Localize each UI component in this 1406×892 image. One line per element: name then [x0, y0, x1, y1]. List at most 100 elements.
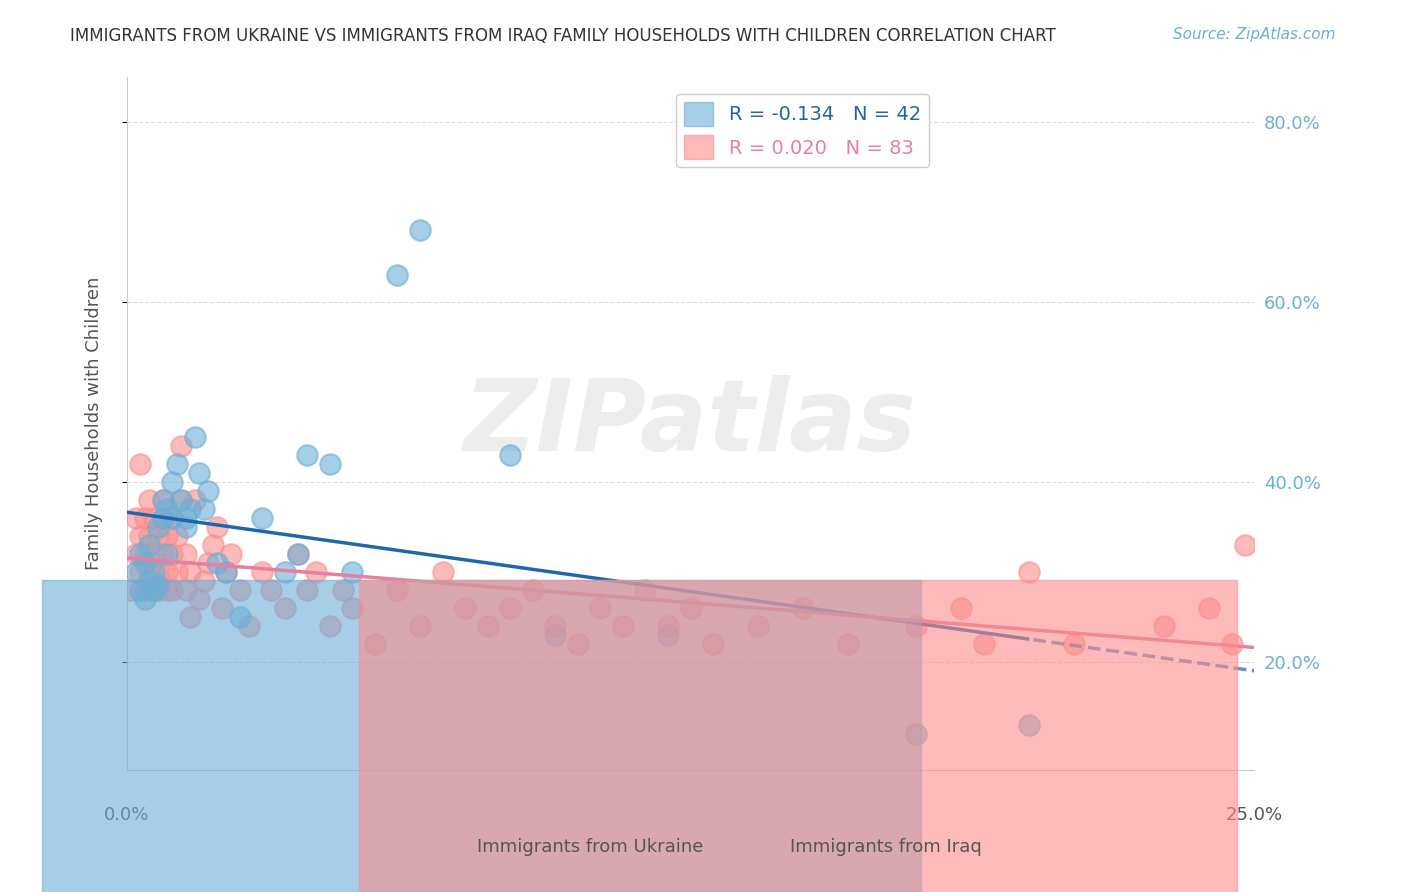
Point: [747, 619, 769, 633]
Point: [409, 223, 432, 237]
Point: [179, 610, 201, 624]
Point: [589, 601, 612, 615]
Point: [160, 582, 183, 597]
Point: [156, 565, 179, 579]
Point: [129, 582, 152, 597]
Point: [228, 582, 250, 597]
Point: [129, 529, 152, 543]
Point: [250, 565, 273, 579]
Point: [134, 582, 156, 597]
Point: [219, 547, 242, 561]
Point: [499, 448, 522, 462]
Point: [409, 619, 432, 633]
Point: [174, 520, 197, 534]
Point: [205, 520, 228, 534]
Point: [129, 547, 152, 561]
Point: [250, 511, 273, 525]
Point: [193, 502, 215, 516]
Point: [612, 619, 634, 633]
Point: [657, 628, 679, 642]
Point: [152, 511, 174, 525]
Point: [148, 565, 170, 579]
Text: 25.0%: 25.0%: [1226, 805, 1282, 824]
Point: [152, 493, 174, 508]
Point: [138, 538, 160, 552]
Point: [170, 493, 193, 508]
Point: [179, 565, 201, 579]
Point: [837, 637, 859, 651]
Point: [1198, 601, 1220, 615]
Point: [134, 511, 156, 525]
Point: [364, 637, 387, 651]
Point: [477, 619, 499, 633]
Point: [238, 619, 260, 633]
Point: [679, 601, 702, 615]
Point: [152, 511, 174, 525]
Point: [287, 547, 309, 561]
Point: [544, 628, 567, 642]
Point: [160, 511, 183, 525]
Point: [179, 502, 201, 516]
Point: [156, 529, 179, 543]
Point: [143, 582, 166, 597]
Point: [156, 547, 179, 561]
Point: [319, 619, 342, 633]
Point: [387, 582, 409, 597]
Point: [134, 547, 156, 561]
Point: [1018, 565, 1040, 579]
Point: [432, 565, 454, 579]
Point: [228, 610, 250, 624]
Point: [188, 466, 211, 480]
Point: [205, 556, 228, 570]
Point: [148, 582, 170, 597]
Point: [134, 556, 156, 570]
Point: [152, 493, 174, 508]
Point: [1063, 637, 1085, 651]
Point: [125, 547, 148, 561]
Point: [174, 582, 197, 597]
Point: [792, 601, 814, 615]
Point: [156, 582, 179, 597]
Point: [342, 565, 364, 579]
Text: Source: ZipAtlas.com: Source: ZipAtlas.com: [1173, 27, 1336, 42]
Point: [160, 511, 183, 525]
Point: [454, 601, 477, 615]
Y-axis label: Family Households with Children: Family Households with Children: [86, 277, 103, 570]
Point: [148, 578, 170, 592]
Point: [160, 475, 183, 489]
Point: [138, 574, 160, 588]
Point: [138, 529, 160, 543]
Point: [215, 565, 238, 579]
Point: [148, 529, 170, 543]
Point: [143, 565, 166, 579]
Text: IMMIGRANTS FROM UKRAINE VS IMMIGRANTS FROM IRAQ FAMILY HOUSEHOLDS WITH CHILDREN : IMMIGRANTS FROM UKRAINE VS IMMIGRANTS FR…: [70, 27, 1056, 45]
Point: [544, 619, 567, 633]
Point: [274, 601, 297, 615]
Point: [342, 601, 364, 615]
Point: [160, 547, 183, 561]
Point: [166, 457, 188, 471]
Point: [143, 582, 166, 597]
Text: ZIPatlas: ZIPatlas: [464, 376, 917, 472]
Text: Immigrants from Iraq: Immigrants from Iraq: [790, 838, 981, 856]
Point: [567, 637, 589, 651]
Point: [188, 591, 211, 606]
Point: [166, 565, 188, 579]
Point: [174, 547, 197, 561]
Point: [197, 484, 219, 499]
Point: [170, 493, 193, 508]
Point: [166, 529, 188, 543]
Point: [143, 547, 166, 561]
Point: [183, 430, 205, 444]
Point: [657, 619, 679, 633]
Point: [499, 601, 522, 615]
Point: [702, 637, 724, 651]
Point: [305, 565, 328, 579]
Point: [215, 565, 238, 579]
Point: [125, 511, 148, 525]
Point: [297, 582, 319, 597]
Point: [138, 493, 160, 508]
Point: [904, 727, 927, 741]
Point: [193, 574, 215, 588]
Text: Immigrants from Ukraine: Immigrants from Ukraine: [477, 838, 704, 856]
